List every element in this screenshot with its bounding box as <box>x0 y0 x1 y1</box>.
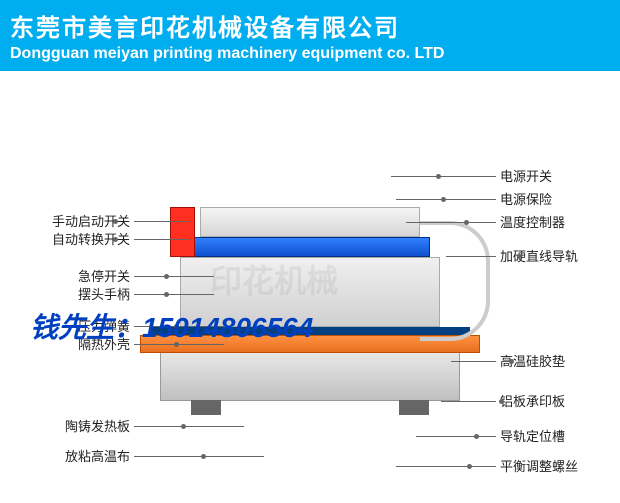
contact-info: 钱先生：15014806564 <box>30 306 313 346</box>
company-header: 东莞市美言印花机械设备有限公司 Dongguan meiyan printing… <box>0 0 620 71</box>
company-name-cn: 东莞市美言印花机械设备有限公司 <box>10 8 610 43</box>
label-right: 导轨定位槽 <box>500 426 565 445</box>
company-name-en: Dongguan meiyan printing machinery equip… <box>10 45 610 63</box>
press-plate <box>190 237 430 257</box>
watermark-text: 印花机械 <box>210 256 338 302</box>
swing-arm <box>420 221 490 341</box>
contact-phone: 15014806564 <box>142 312 313 343</box>
machine-diagram: 手动启动开关自动转换开关急停开关摆头手柄压力弹簧隔热外壳陶铸发热板放粘高温布电源… <box>0 71 620 491</box>
label-left: 急停开关 <box>78 266 130 285</box>
contact-name: 钱先生： <box>30 312 142 343</box>
label-left: 自动转换开关 <box>52 229 130 248</box>
top-housing <box>200 207 420 237</box>
machine-base <box>160 351 460 401</box>
control-panel <box>170 207 195 257</box>
label-right: 高温硅胶垫 <box>500 351 565 370</box>
label-right: 铝板承印板 <box>500 391 565 410</box>
foot-left <box>191 400 221 415</box>
label-right: 电源开关 <box>500 166 552 185</box>
label-right: 温度控制器 <box>500 212 565 231</box>
label-left: 手动启动开关 <box>52 211 130 230</box>
label-left: 放粘高温布 <box>65 446 130 465</box>
foot-right <box>399 400 429 415</box>
label-right: 平衡调整螺丝 <box>500 456 578 475</box>
label-right: 加硬直线导轨 <box>500 246 578 265</box>
label-right: 电源保险 <box>500 189 552 208</box>
label-left: 陶铸发热板 <box>65 416 130 435</box>
label-left: 摆头手柄 <box>78 284 130 303</box>
